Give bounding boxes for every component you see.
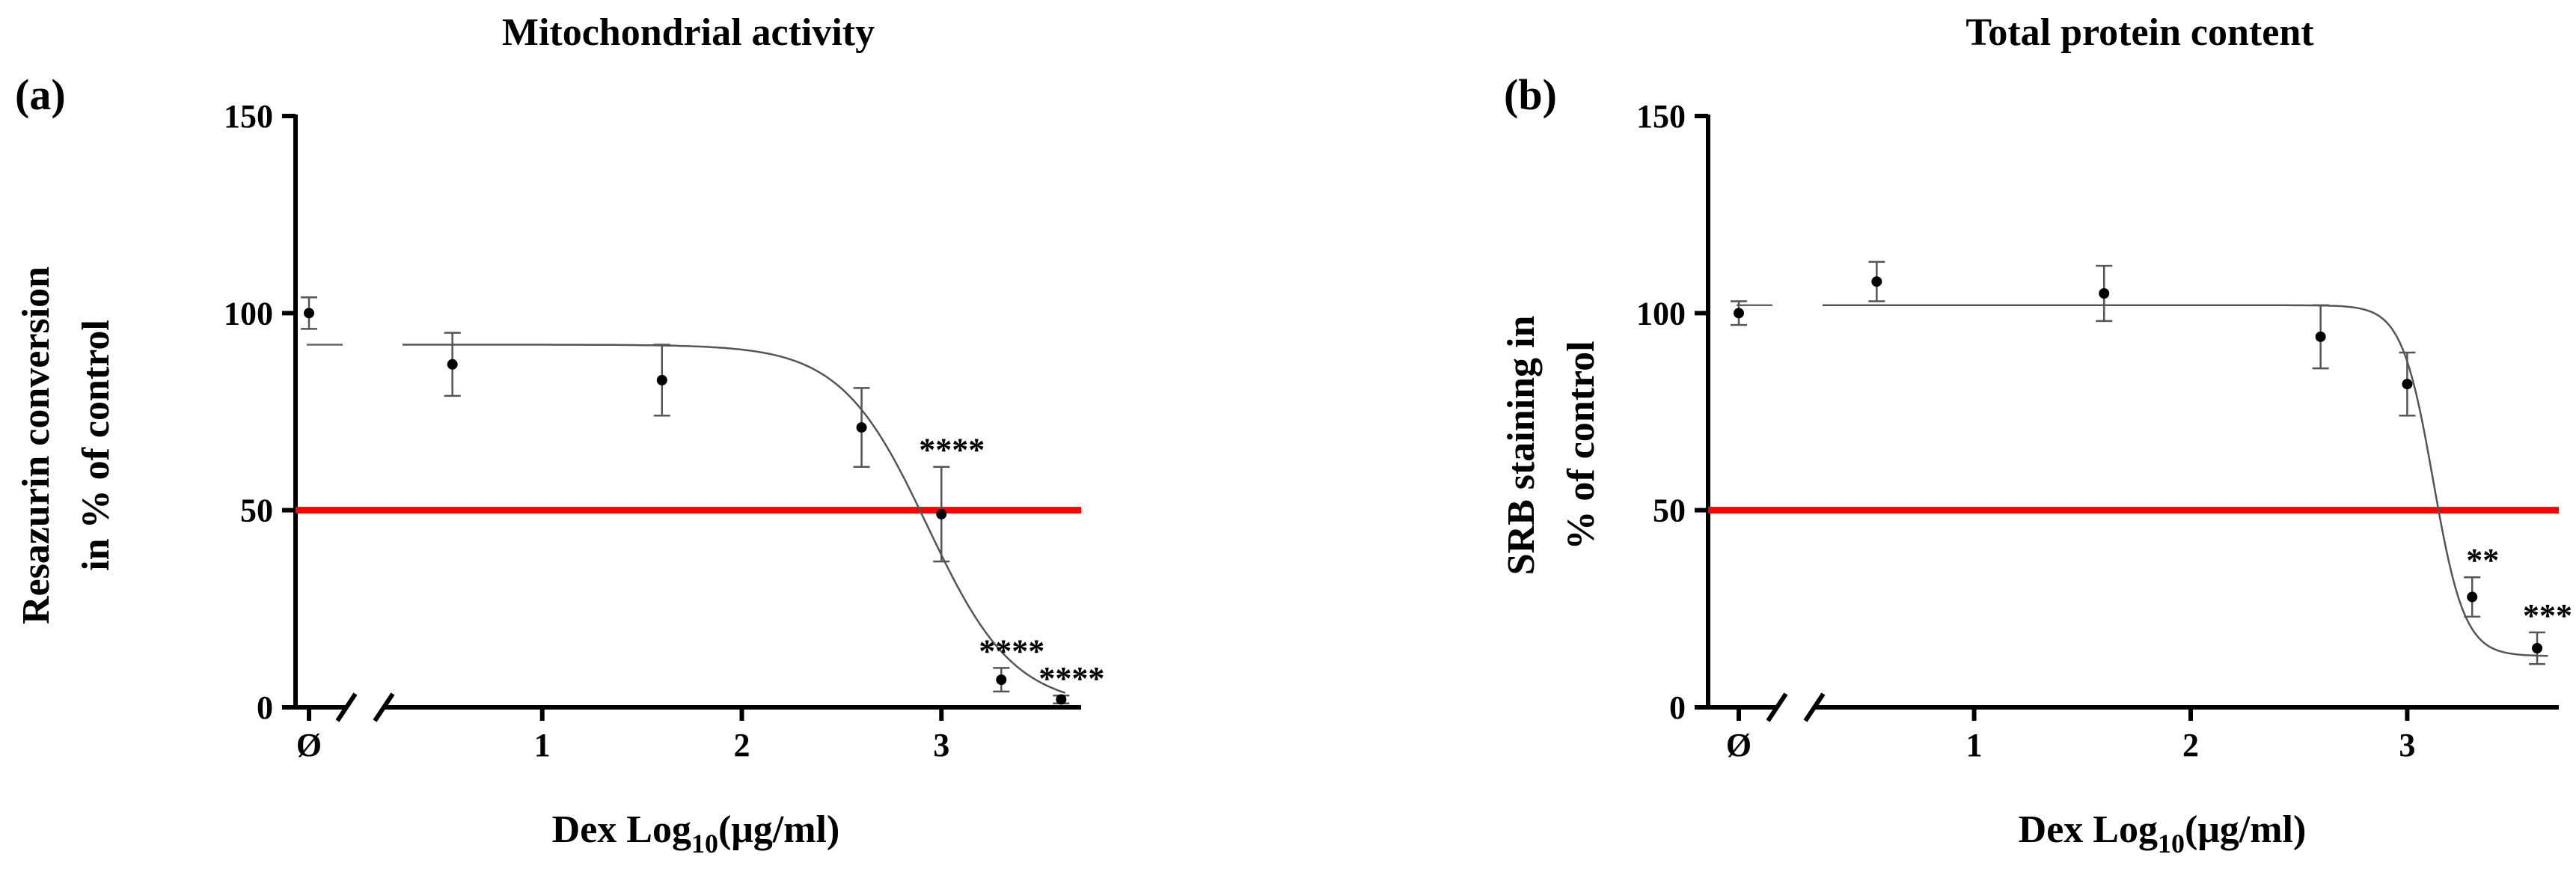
panel-b-total-protein-content: Total protein content (b) SRB staining i… — [1500, 11, 2572, 859]
y-tick-label: 150 — [224, 98, 273, 135]
x-tick-label: 2 — [734, 727, 750, 763]
y-tick-label: 50 — [240, 493, 273, 529]
chart-title: Mitochondrial activity — [502, 11, 875, 54]
axis-break-mark — [1766, 692, 1788, 722]
data-point — [2315, 331, 2326, 342]
axis-break-mark — [335, 692, 358, 722]
data-point — [996, 674, 1007, 686]
y-axis-label-line1: Resazurin conversion — [15, 266, 58, 624]
y-axis-label-line1: SRB staining in — [1500, 316, 1543, 576]
significance-label: ** — [2466, 542, 2499, 579]
data-point — [656, 374, 667, 385]
y-tick-label: 100 — [224, 295, 273, 332]
data-point — [936, 508, 947, 519]
y-tick-label: 50 — [1653, 493, 1686, 529]
data-point — [2467, 591, 2478, 603]
fit-curve — [403, 344, 1066, 694]
data-point — [447, 359, 458, 370]
data-point — [304, 308, 314, 319]
y-tick-label: 150 — [1636, 98, 1686, 135]
panel-a-mitochondrial-activity: Mitochondrial activity (a) Resazurin con… — [15, 11, 1104, 859]
x-tick-label: 2 — [2182, 727, 2199, 763]
y-axis-label-line2: % of control — [1560, 341, 1603, 549]
x-tick-label: 3 — [933, 727, 949, 763]
x-axis-label: Dex Log10(μg/ml) — [2019, 808, 2307, 859]
axis-break-mark — [1803, 692, 1826, 722]
x-tick-label-control: Ø — [1726, 727, 1752, 763]
panel-label: (a) — [15, 70, 66, 119]
y-tick-label: 0 — [257, 689, 273, 726]
x-tick-label-control: Ø — [296, 727, 322, 763]
data-point — [1056, 694, 1067, 705]
data-point — [2099, 288, 2110, 299]
y-tick-label: 100 — [1636, 295, 1686, 332]
data-point — [856, 422, 867, 433]
axis-break-mark — [373, 692, 395, 722]
y-tick-label: 0 — [1669, 689, 1686, 726]
x-tick-label: 1 — [1966, 727, 1983, 763]
fit-curve — [1823, 304, 2548, 657]
chart-title: Total protein content — [1965, 11, 2314, 54]
x-axis-label: Dex Log10(μg/ml) — [552, 808, 840, 859]
data-point — [1871, 276, 1882, 287]
x-tick-label: 1 — [534, 727, 551, 763]
significance-label: **** — [979, 632, 1044, 669]
x-tick-label: 3 — [2399, 727, 2415, 763]
significance-label: *** — [2523, 597, 2572, 634]
y-axis-label-line2: in % of control — [75, 320, 117, 571]
significance-label: **** — [919, 432, 985, 469]
data-point — [1734, 308, 1744, 319]
panel-label: (b) — [1504, 70, 1557, 119]
data-point — [2532, 643, 2543, 653]
data-point — [2402, 379, 2413, 390]
significance-label: **** — [1038, 660, 1104, 697]
